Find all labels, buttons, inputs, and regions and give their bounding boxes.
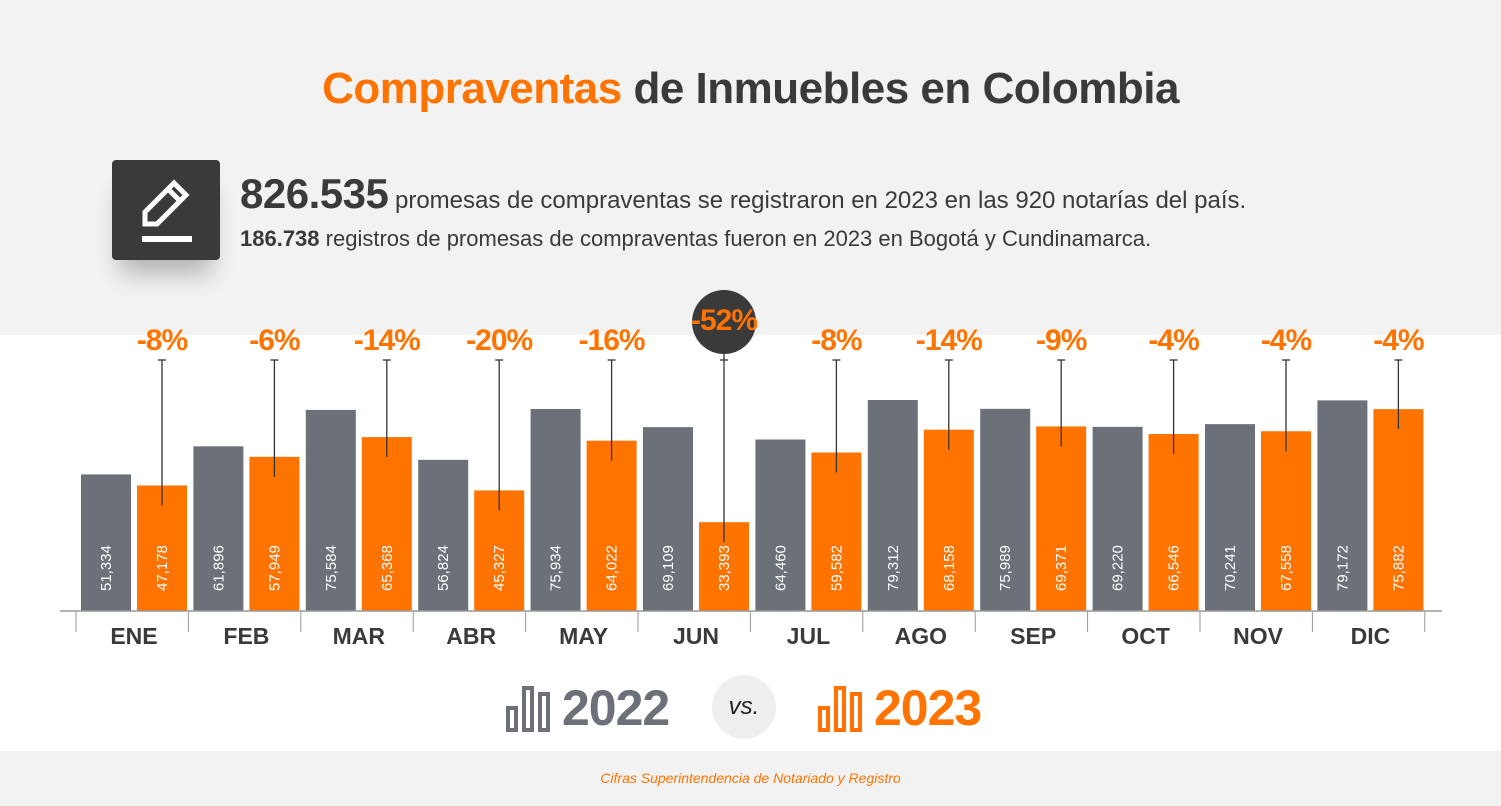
- bar-2022-feb: [193, 446, 244, 611]
- bar-chart-icon: [818, 686, 862, 732]
- value-label-2022: 51,334: [98, 545, 115, 591]
- bar-2023-abr: [474, 490, 525, 611]
- change-label-ene: -8%: [137, 324, 188, 357]
- category-label-jul: JUL: [787, 623, 830, 649]
- value-label-2023: 59,582: [828, 545, 845, 591]
- value-label-2023: 57,949: [266, 545, 283, 591]
- change-label-sep: -9%: [1036, 324, 1087, 357]
- header-background: [0, 0, 1501, 335]
- bar-chart-icon: [506, 686, 550, 732]
- title-rest: de Inmuebles en Colombia: [621, 64, 1179, 113]
- bar-2022-mar: [305, 409, 356, 611]
- value-label-2023: 68,158: [941, 545, 958, 591]
- category-label-abr: ABR: [446, 623, 496, 649]
- change-label-feb: -6%: [249, 324, 300, 357]
- change-label-mar: -14%: [354, 324, 420, 357]
- bar-2022-dic: [1317, 400, 1368, 611]
- value-label-2022: 69,109: [660, 545, 677, 591]
- category-label-dic: DIC: [1351, 623, 1391, 649]
- value-label-2022: 79,312: [885, 545, 902, 591]
- category-label-sep: SEP: [1010, 623, 1056, 649]
- value-label-2023: 69,371: [1053, 545, 1070, 591]
- value-label-2023: 45,327: [491, 545, 508, 591]
- stat-line-2: 186.738 registros de promesas de comprav…: [240, 226, 1151, 252]
- bar-2023-ene: [137, 485, 187, 611]
- category-label-may: MAY: [559, 623, 608, 649]
- bar-2022-jul: [755, 439, 806, 611]
- source-note: Cifras Superintendencia de Notariado y R…: [600, 770, 901, 786]
- vs-badge: VS.: [712, 675, 776, 739]
- bar-2023-ago: [923, 429, 974, 611]
- category-label-oct: OCT: [1121, 623, 1170, 649]
- vs-label: VS.: [728, 693, 760, 720]
- page-title: Compraventas de Inmuebles en Colombia: [0, 64, 1501, 114]
- value-label-2023: 64,022: [604, 545, 621, 591]
- value-label-2022: 56,824: [435, 545, 452, 591]
- category-label-nov: NOV: [1233, 623, 1284, 649]
- change-label-ago: -14%: [916, 324, 982, 357]
- highlight-circle: [692, 290, 756, 354]
- bar-2022-sep: [980, 408, 1031, 611]
- value-label-2022: 75,584: [323, 545, 340, 591]
- footer-background: [0, 751, 1501, 806]
- change-label-nov: -4%: [1261, 324, 1312, 357]
- value-label-2023: 47,178: [154, 545, 171, 591]
- change-label-abr: -20%: [466, 324, 532, 357]
- value-label-2023: 33,393: [716, 545, 733, 591]
- stat2-text: registros de promesas de compraventas fu…: [319, 226, 1152, 251]
- bar-chart: 51,334 47,178 -8% ENE 61,896 57,949 -6% FEB 75,5…: [60, 290, 1442, 649]
- value-label-2022: 79,172: [1334, 545, 1351, 591]
- stat1-text: promesas de compraventas se registraron …: [388, 187, 1247, 214]
- category-label-jun: JUN: [673, 623, 719, 649]
- category-label-feb: FEB: [223, 623, 269, 649]
- change-label-jun: -52%: [691, 304, 757, 337]
- change-label-dic: -4%: [1373, 324, 1424, 357]
- bar-2022-ago: [867, 400, 918, 611]
- bar-2022-ene: [81, 474, 131, 611]
- category-label-ago: AGO: [895, 623, 947, 649]
- value-label-2022: 70,241: [1222, 545, 1239, 591]
- change-label-oct: -4%: [1148, 324, 1199, 357]
- stat1-value: 826.535: [240, 170, 389, 217]
- value-label-2023: 75,882: [1390, 545, 1407, 591]
- value-label-2022: 75,989: [997, 545, 1014, 591]
- legend-year-2023: 2023: [874, 680, 982, 736]
- pencil-edit-icon: [112, 160, 220, 260]
- change-label-may: -16%: [579, 324, 645, 357]
- value-label-2023: 65,368: [379, 545, 396, 591]
- bar-2022-may: [530, 408, 581, 611]
- bar-2023-jul: [811, 452, 862, 611]
- bar-2023-feb: [249, 456, 300, 611]
- stat-line-1: 826.535 promesas de compraventas se regi…: [240, 170, 1246, 218]
- bar-2023-dic: [1373, 409, 1424, 611]
- bar-2022-oct: [1092, 426, 1143, 611]
- value-label-2023: 67,558: [1278, 545, 1295, 591]
- value-label-2022: 64,460: [772, 545, 789, 591]
- category-label-mar: MAR: [333, 623, 386, 649]
- stat2-value: 186.738: [240, 226, 320, 251]
- legend-year-2022: 2022: [562, 680, 670, 736]
- value-label-2022: 61,896: [210, 545, 227, 591]
- bar-2023-sep: [1036, 426, 1087, 611]
- bar-2023-oct: [1148, 433, 1199, 611]
- category-label-ene: ENE: [110, 623, 157, 649]
- bar-2022-jun: [643, 427, 693, 611]
- bar-2022-nov: [1205, 424, 1255, 611]
- bar-2023-mar: [361, 437, 412, 611]
- bar-2023-may: [586, 440, 637, 611]
- title-highlight: Compraventas: [322, 64, 622, 113]
- value-label-2022: 69,220: [1110, 545, 1127, 591]
- value-label-2022: 75,934: [548, 545, 565, 591]
- bar-2022-abr: [418, 459, 469, 611]
- bar-2023-nov: [1261, 431, 1311, 611]
- value-label-2023: 66,546: [1166, 545, 1183, 591]
- change-label-jul: -8%: [811, 324, 862, 357]
